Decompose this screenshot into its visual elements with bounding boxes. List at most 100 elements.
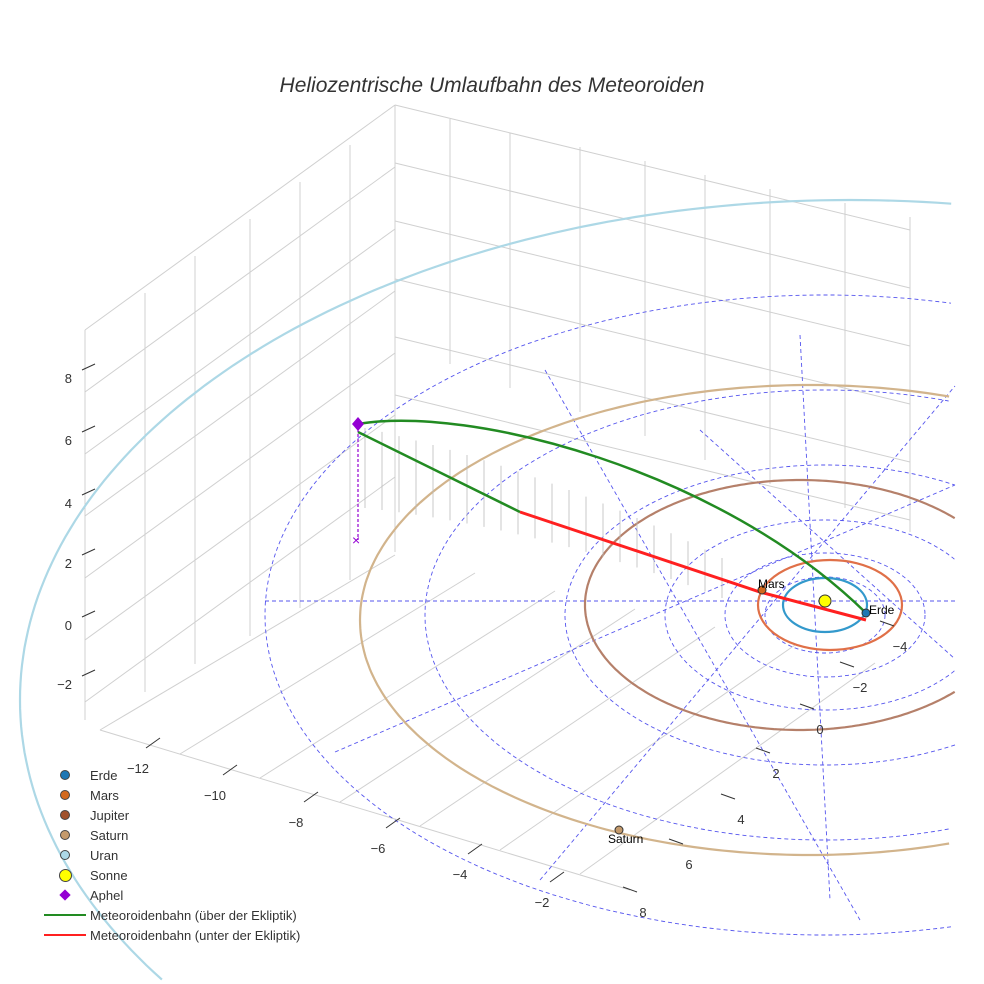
legend-label: Uran bbox=[90, 847, 119, 863]
z-tick-mark bbox=[81, 363, 96, 371]
orbit-mars bbox=[756, 558, 904, 652]
legend-item: Erde bbox=[40, 765, 300, 785]
legend-marker-icon bbox=[40, 770, 90, 780]
y-tick-label: −4 bbox=[893, 639, 908, 654]
pane-gridline bbox=[84, 476, 396, 703]
meteoroid-orbit-above-lower bbox=[357, 430, 521, 514]
z-tick-label: 0 bbox=[65, 618, 72, 633]
pane-gridline bbox=[394, 278, 911, 405]
z-tick-label: −2 bbox=[57, 677, 72, 692]
pane-gridline bbox=[84, 166, 396, 393]
ecliptic-spoke bbox=[799, 334, 831, 901]
legend-marker-icon bbox=[40, 914, 90, 916]
pane-gridline bbox=[394, 104, 911, 231]
legend: Erde Mars Jupiter Saturn Uran Sonne Aphel Meteo… bbox=[40, 765, 300, 945]
y-tick-mark bbox=[879, 620, 895, 627]
z-tick-mark bbox=[81, 425, 96, 433]
ecliptic-ring bbox=[764, 576, 886, 654]
z-tick-mark bbox=[81, 669, 96, 677]
x-tick-label: −10 bbox=[204, 788, 226, 803]
legend-label: Saturn bbox=[90, 827, 129, 843]
legend-item: Saturn bbox=[40, 825, 300, 845]
legend-item: Meteoroidenbahn (über der Ekliptik) bbox=[40, 905, 300, 925]
legend-marker-icon bbox=[40, 868, 90, 882]
pane-grid bbox=[84, 104, 911, 891]
legend-marker-icon bbox=[40, 830, 90, 840]
legend-item: Jupiter bbox=[40, 805, 300, 825]
floor-gridline bbox=[499, 644, 796, 851]
pane-gridline bbox=[84, 104, 396, 331]
erde-label: Erde bbox=[869, 603, 895, 617]
chart-title: Heliozentrische Umlaufbahn des Meteoroid… bbox=[279, 74, 705, 97]
legend-item: Aphel bbox=[40, 885, 300, 905]
x-tick-mark bbox=[385, 817, 401, 829]
z-tick-label: 6 bbox=[65, 433, 72, 448]
z-tick-mark bbox=[81, 488, 96, 496]
meteoroid-orbit-above bbox=[357, 419, 867, 614]
legend-marker-icon bbox=[40, 889, 90, 901]
legend-label: Meteoroidenbahn (über der Ekliptik) bbox=[90, 907, 297, 923]
ecliptic-ring bbox=[724, 552, 926, 678]
x-tick-mark bbox=[303, 791, 319, 803]
pane-gridline bbox=[394, 162, 911, 289]
x-tick-label: −8 bbox=[289, 815, 304, 830]
aphel-projection-x-icon: × bbox=[352, 532, 360, 548]
legend-marker-icon bbox=[40, 934, 90, 936]
legend-marker-icon bbox=[40, 810, 90, 820]
y-tick-mark bbox=[755, 747, 771, 754]
floor-gridline bbox=[179, 572, 476, 755]
orbit-saturn bbox=[358, 383, 950, 857]
ecliptic-ring bbox=[424, 389, 949, 841]
pane-gridline bbox=[84, 228, 396, 455]
z-tick-mark bbox=[81, 610, 96, 618]
legend-label: Sonne bbox=[90, 867, 128, 883]
pane-gridline bbox=[394, 220, 911, 347]
legend-item: Sonne bbox=[40, 865, 300, 885]
floor-gridline bbox=[339, 608, 636, 803]
z-tick-label: 8 bbox=[65, 371, 72, 386]
y-tick-mark bbox=[839, 661, 855, 668]
x-tick-label: −4 bbox=[453, 867, 468, 882]
pane-gridline bbox=[394, 394, 911, 521]
mars-marker bbox=[757, 585, 767, 595]
y-tick-label: 2 bbox=[772, 766, 779, 781]
saturn-label: Saturn bbox=[608, 832, 643, 846]
ecliptic-ring bbox=[264, 294, 952, 936]
sun-marker bbox=[818, 594, 832, 608]
erde-marker bbox=[861, 608, 871, 618]
z-tick-mark bbox=[81, 548, 96, 556]
x-tick-mark bbox=[145, 737, 161, 749]
ecliptic-ring bbox=[564, 464, 956, 766]
pane-gridline bbox=[84, 352, 396, 579]
orbit-uran bbox=[18, 198, 952, 981]
y-tick-label: 0 bbox=[816, 722, 823, 737]
y-tick-mark bbox=[799, 703, 815, 710]
aphel-marker bbox=[352, 417, 364, 431]
ecliptic-spoke bbox=[539, 385, 956, 881]
legend-marker-icon bbox=[40, 790, 90, 800]
y-tick-label: −2 bbox=[853, 680, 868, 695]
mars-label: Mars bbox=[758, 577, 785, 591]
legend-label: Mars bbox=[90, 787, 119, 803]
x-tick-mark bbox=[467, 843, 483, 855]
x-tick-label: −12 bbox=[127, 761, 149, 776]
pane-gridline bbox=[84, 414, 396, 641]
x-tick-label: −2 bbox=[535, 895, 550, 910]
y-tick-label: 8 bbox=[639, 905, 646, 920]
legend-marker-icon bbox=[40, 850, 90, 860]
floor-gridline bbox=[579, 662, 876, 875]
legend-label: Meteoroidenbahn (unter der Ekliptik) bbox=[90, 927, 301, 943]
planet-orbits bbox=[18, 198, 956, 981]
drop-lines bbox=[364, 428, 723, 598]
y-tick-mark bbox=[622, 886, 638, 893]
ecliptic-ring bbox=[664, 519, 955, 711]
x-tick-label: −6 bbox=[371, 841, 386, 856]
y-tick-label: 6 bbox=[685, 857, 692, 872]
orbit-jupiter bbox=[583, 478, 956, 732]
y-tick-mark bbox=[668, 838, 684, 845]
floor-edge bbox=[99, 729, 631, 891]
floor-gridline bbox=[419, 626, 716, 827]
y-tick-label: 4 bbox=[737, 812, 744, 827]
ecliptic-grid bbox=[264, 294, 956, 936]
